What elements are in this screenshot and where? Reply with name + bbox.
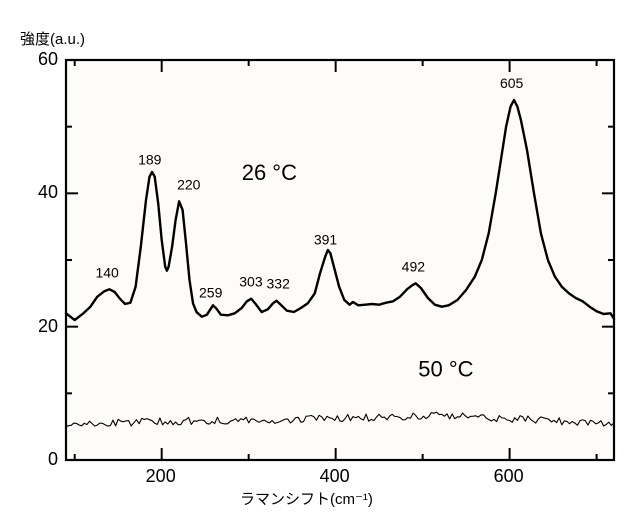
peak-label: 259: [199, 284, 223, 300]
peak-label: 391: [314, 232, 338, 248]
y-tick-label: 40: [38, 182, 58, 203]
x-axis-label: ラマンシフト(cm⁻¹): [240, 488, 373, 509]
y-tick-label: 60: [38, 49, 58, 70]
peak-label: 492: [402, 258, 426, 274]
x-tick-label: 400: [320, 466, 350, 487]
peak-label: 140: [95, 264, 119, 280]
figure: 強度(a.u.) 26 °C14018922025930333239149260…: [0, 0, 640, 527]
series-label-26C: 26 °C: [242, 160, 297, 185]
peak-label: 605: [500, 75, 524, 91]
plot-area: 26 °C 140 189 220 259 303332 391 492 605 50 °C: [66, 60, 614, 460]
x-tick-label: 600: [494, 466, 524, 487]
y-tick-label: 0: [48, 449, 58, 470]
peak-label: 332: [267, 276, 291, 292]
peak-label: 220: [177, 176, 201, 192]
y-tick-label: 20: [38, 316, 58, 337]
peak-label: 303: [239, 274, 263, 290]
series-label-50C: 50 °C: [418, 357, 473, 382]
peak-label: 189: [138, 152, 162, 168]
chart-svg: 26 °C 140 189 220 259 303332 391 492 605 50 °C: [36, 30, 640, 490]
x-tick-label: 200: [146, 466, 176, 487]
